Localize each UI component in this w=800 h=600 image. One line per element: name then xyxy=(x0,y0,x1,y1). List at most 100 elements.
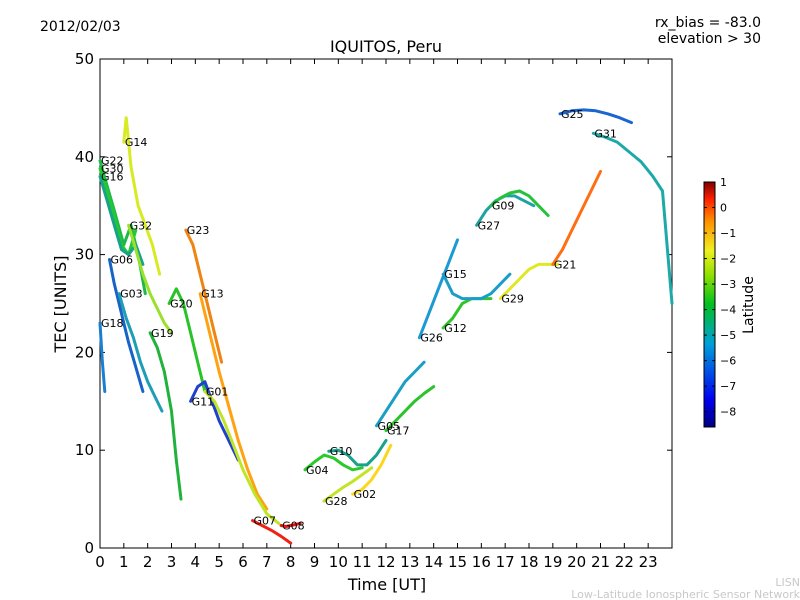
series-g23 xyxy=(184,228,224,364)
series-g20 xyxy=(167,287,207,393)
series-g01 xyxy=(203,390,281,525)
series-label-g26: G26 xyxy=(420,332,443,345)
series-label-g02: G02 xyxy=(354,488,377,501)
plot-area xyxy=(99,58,673,549)
x-tick-label: 1 xyxy=(119,553,129,571)
x-tick-label: 23 xyxy=(639,553,658,571)
series-g13 xyxy=(198,292,269,511)
series-label-g30: G30 xyxy=(101,163,124,176)
series-label-g12: G12 xyxy=(444,322,467,335)
series-g05 xyxy=(375,360,426,428)
series-label-g15: G15 xyxy=(444,268,467,281)
date-label: 2012/02/03 xyxy=(40,19,121,35)
series-label-g16: G16 xyxy=(101,170,124,183)
series-labels: G22G30G16G14G32G06G03G18G20G19G23G13G11G… xyxy=(101,108,617,533)
x-tick-label: 6 xyxy=(238,553,248,571)
series-g32 xyxy=(127,223,173,335)
chart-title: IQUITOS, Peru xyxy=(330,37,442,56)
x-tick-label: 9 xyxy=(310,553,320,571)
series-g04 xyxy=(303,453,364,472)
series-g08 xyxy=(279,522,302,528)
x-tick-label: 2 xyxy=(143,553,153,571)
colorbar-tick-label: −8 xyxy=(720,406,736,419)
rx-bias-label: rx_bias = -83.0 xyxy=(655,15,761,31)
footer-lisn: LISN xyxy=(775,576,800,589)
series-label-g17: G17 xyxy=(387,425,410,438)
series-label-g08: G08 xyxy=(282,520,305,533)
y-tick-label: 20 xyxy=(75,343,94,361)
x-tick-label: 5 xyxy=(214,553,224,571)
series-label-g25: G25 xyxy=(561,108,584,121)
colorbar xyxy=(703,181,716,428)
x-tick-label: 19 xyxy=(543,553,562,571)
colorbar-tick-label: 1 xyxy=(720,176,727,189)
y-axis-label: TEC [UNITS] xyxy=(51,256,70,354)
x-tick-label: 16 xyxy=(472,553,491,571)
x-tick-label: 11 xyxy=(353,553,372,571)
series-g09 xyxy=(489,189,550,217)
series-g26 xyxy=(417,238,459,340)
series-g19 xyxy=(148,331,183,501)
x-tick-label: 14 xyxy=(424,553,443,571)
x-tick-label: 10 xyxy=(329,553,348,571)
series-g28 xyxy=(322,466,374,503)
x-axis-label: Time [UT] xyxy=(347,575,426,594)
series-g17 xyxy=(384,385,436,433)
x-axis-ticks: 0 1 2 3 4 5 6 7 8 9 10 11 12 13 14 15 16 17 18 19 20 21 22 23 xyxy=(95,59,658,571)
x-tick-label: 18 xyxy=(519,553,538,571)
colorbar-tick-label: −4 xyxy=(720,304,736,317)
y-tick-label: 40 xyxy=(75,148,94,166)
colorbar-label: Latitude xyxy=(741,276,757,334)
footer-network: Low-Latitude Ionospheric Sensor Network xyxy=(571,588,800,600)
x-tick-label: 20 xyxy=(567,553,586,571)
series-label-g20: G20 xyxy=(170,298,193,311)
series-g02 xyxy=(351,443,393,496)
x-tick-label: 17 xyxy=(496,553,515,571)
colorbar-tick-label: −5 xyxy=(720,329,736,342)
y-tick-label: 0 xyxy=(84,539,94,557)
series-label-g10: G10 xyxy=(330,445,353,458)
x-tick-label: 13 xyxy=(400,553,419,571)
y-axis-ticks: 0 10 20 30 40 50 xyxy=(75,50,672,557)
series-g15 xyxy=(441,272,512,301)
series-label-g04: G04 xyxy=(306,464,329,477)
series-g07 xyxy=(251,519,293,545)
x-tick-label: 15 xyxy=(448,553,467,571)
series-label-g11: G11 xyxy=(192,395,215,408)
colorbar-tick-label: −3 xyxy=(720,278,736,291)
x-tick-label: 8 xyxy=(286,553,296,571)
x-tick-label: 0 xyxy=(95,553,105,571)
series-label-g31: G31 xyxy=(594,127,617,140)
colorbar-tick-label: −7 xyxy=(720,380,736,393)
colorbar-tick-label: −1 xyxy=(720,227,736,240)
series-g21 xyxy=(551,170,602,266)
series-g06 xyxy=(108,258,145,393)
series-label-g23: G23 xyxy=(187,224,210,237)
series-label-g01: G01 xyxy=(206,386,229,399)
series-g29 xyxy=(498,262,560,301)
series-label-g07: G07 xyxy=(254,515,277,528)
series-label-g28: G28 xyxy=(325,495,348,508)
series-label-g18: G18 xyxy=(101,317,124,330)
x-tick-label: 12 xyxy=(376,553,395,571)
y-tick-label: 10 xyxy=(75,441,94,459)
series-g18 xyxy=(98,321,107,393)
series-label-g03: G03 xyxy=(120,288,143,301)
series-label-g14: G14 xyxy=(125,136,148,149)
series-label-g21: G21 xyxy=(554,258,577,271)
series-g10 xyxy=(327,438,388,467)
series-label-g22: G22 xyxy=(101,155,124,168)
series-label-g13: G13 xyxy=(201,288,224,301)
y-tick-label: 50 xyxy=(75,50,94,68)
y-tick-label: 30 xyxy=(75,246,94,264)
series-label-g29: G29 xyxy=(501,293,524,306)
series-label-g27: G27 xyxy=(478,219,501,232)
series-label-g32: G32 xyxy=(130,219,153,232)
series-g03 xyxy=(117,292,164,413)
x-tick-label: 3 xyxy=(167,553,177,571)
series-g14 xyxy=(122,116,162,276)
colorbar-ticks: 1 0 −1 −2 −3 −4 −5 −6 −7 −8 xyxy=(704,176,736,419)
colorbar-tick-label: −6 xyxy=(720,355,736,368)
x-tick-label: 21 xyxy=(591,553,610,571)
